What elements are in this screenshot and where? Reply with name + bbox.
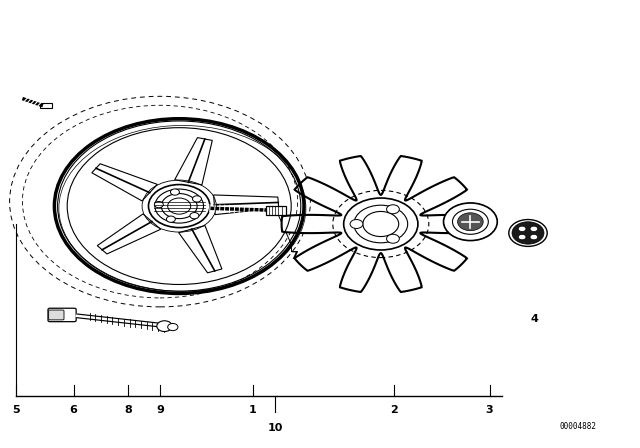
Polygon shape	[282, 156, 480, 292]
Polygon shape	[175, 138, 212, 185]
Text: 1: 1	[249, 405, 257, 415]
Polygon shape	[179, 225, 222, 273]
Text: 7: 7	[291, 251, 298, 261]
Ellipse shape	[444, 203, 497, 241]
Ellipse shape	[387, 205, 399, 214]
Ellipse shape	[157, 321, 172, 332]
Ellipse shape	[155, 189, 204, 223]
Ellipse shape	[193, 196, 202, 202]
Text: 00004882: 00004882	[560, 422, 597, 431]
Text: 5: 5	[12, 405, 20, 415]
Ellipse shape	[67, 128, 291, 284]
Ellipse shape	[387, 234, 399, 243]
Ellipse shape	[458, 213, 483, 231]
Ellipse shape	[168, 323, 178, 331]
FancyBboxPatch shape	[48, 308, 76, 322]
Text: 10: 10	[268, 423, 283, 433]
Ellipse shape	[350, 220, 363, 228]
Polygon shape	[214, 195, 278, 215]
Ellipse shape	[154, 202, 163, 208]
Ellipse shape	[512, 222, 544, 244]
Ellipse shape	[518, 226, 526, 232]
Polygon shape	[97, 214, 161, 254]
Ellipse shape	[509, 220, 547, 246]
Ellipse shape	[170, 189, 179, 195]
Ellipse shape	[148, 185, 210, 228]
Text: 6: 6	[70, 405, 77, 415]
Polygon shape	[92, 164, 157, 201]
FancyBboxPatch shape	[49, 310, 64, 320]
Ellipse shape	[530, 226, 538, 232]
Text: 2: 2	[390, 405, 397, 415]
Ellipse shape	[530, 234, 538, 240]
Ellipse shape	[190, 212, 199, 219]
FancyBboxPatch shape	[40, 103, 52, 108]
Text: 8: 8	[124, 405, 132, 415]
Text: 4: 4	[531, 314, 538, 323]
Ellipse shape	[166, 216, 175, 222]
Text: 3: 3	[486, 405, 493, 415]
Ellipse shape	[452, 209, 488, 234]
FancyBboxPatch shape	[266, 206, 286, 215]
Ellipse shape	[344, 198, 418, 250]
Ellipse shape	[518, 234, 526, 240]
Text: 9: 9	[156, 405, 164, 415]
